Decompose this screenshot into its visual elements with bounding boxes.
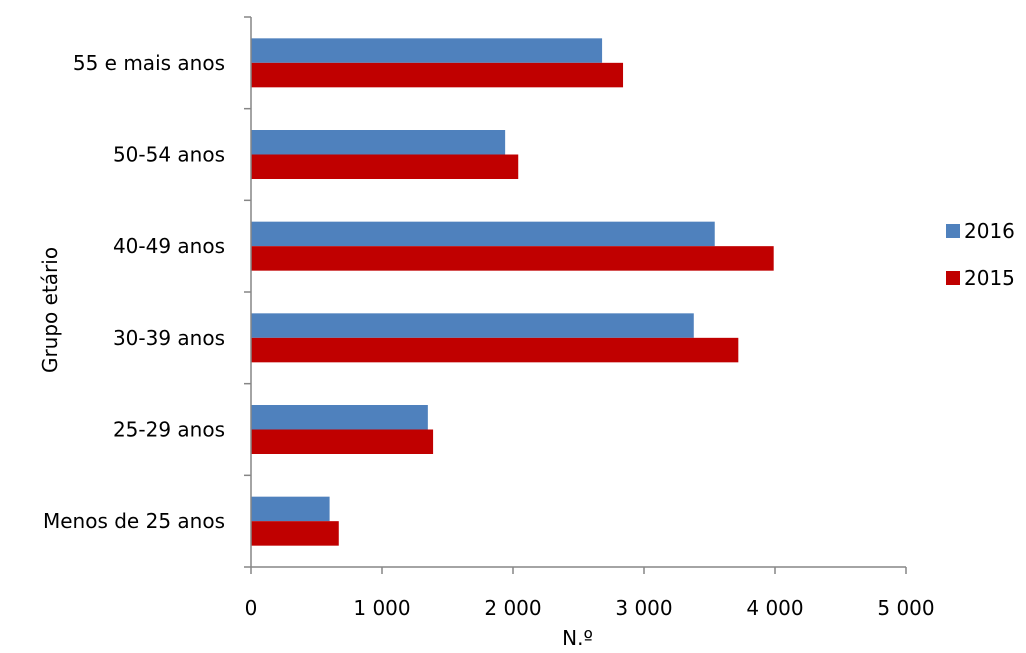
legend-label-2016: 2016	[964, 219, 1015, 243]
y-tick-label: 50-54 anos	[113, 143, 225, 167]
y-tick-label: 25-29 anos	[113, 418, 225, 442]
x-tick-label: 5 000	[877, 596, 934, 620]
bar-2015-4	[251, 154, 519, 179]
axes-layer	[250, 17, 906, 568]
bar-2016-2	[251, 313, 694, 338]
bar-2015-0	[251, 521, 339, 546]
bar-2016-5	[251, 38, 603, 63]
bar-2015-3	[251, 246, 774, 271]
legend: 2016 2015	[946, 219, 1015, 290]
y-tick-label: 55 e mais anos	[73, 51, 225, 75]
legend-label-2015: 2015	[964, 266, 1015, 290]
legend-swatch-2016	[946, 224, 960, 238]
bar-2016-4	[251, 130, 506, 155]
bar-2016-3	[251, 221, 715, 247]
y-tick-label: Menos de 25 anos	[43, 509, 225, 533]
x-tick-label: 4 000	[746, 596, 803, 620]
x-tick-label: 3 000	[615, 596, 672, 620]
legend-swatch-2015	[946, 271, 960, 285]
x-tick-label: 2 000	[484, 596, 541, 620]
x-axis-title: N.º	[562, 626, 593, 650]
bar-2016-0	[251, 496, 330, 522]
y-tick-label: 40-49 anos	[113, 234, 225, 258]
bar-2015-1	[251, 429, 434, 454]
bar-2016-1	[251, 405, 428, 430]
bar-2015-5	[251, 62, 624, 88]
bars-layer	[251, 38, 774, 546]
x-tick-label: 1 000	[353, 596, 410, 620]
ticks-layer: Menos de 25 anos 25-29 anos 30-39 anos 40-4…	[43, 16, 935, 620]
y-axis-title: Grupo etário	[38, 247, 62, 373]
x-tick-label: 0	[245, 596, 258, 620]
y-tick-label: 30-39 anos	[113, 326, 225, 350]
bar-2015-2	[251, 337, 739, 363]
